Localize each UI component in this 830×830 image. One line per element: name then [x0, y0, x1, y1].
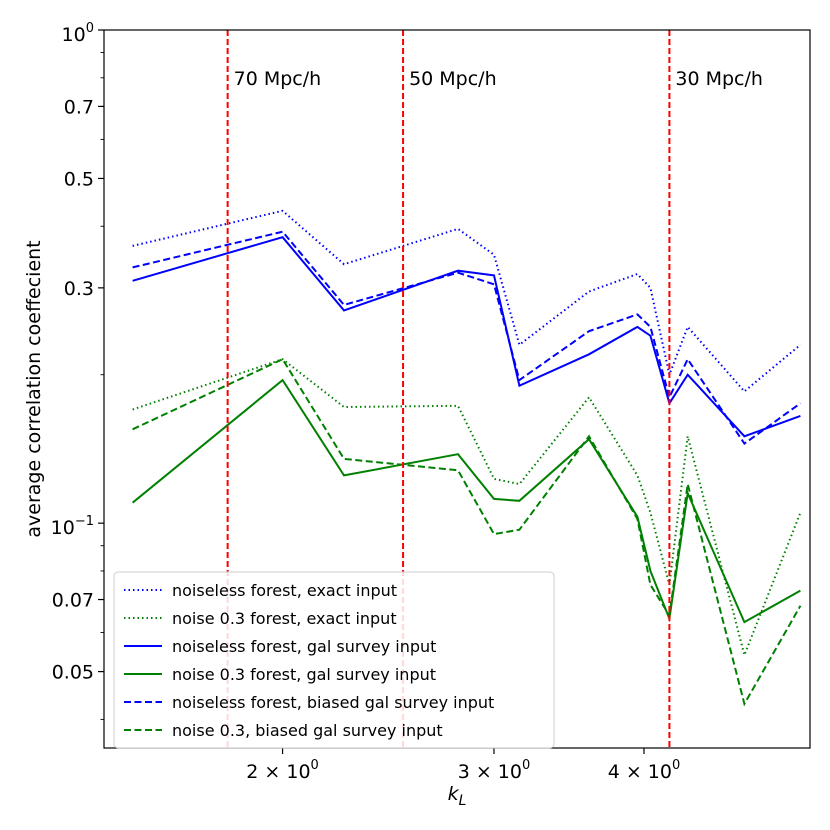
series-line-4: [131, 378, 801, 624]
vertical-line-label-2: 50 Mpc/h: [409, 68, 497, 90]
y-tick-label-4: 0.3: [64, 278, 94, 300]
legend-entry-4: noise 0.3 forest, gal survey input: [172, 665, 436, 684]
legend-entry-6: noise 0.3, biased gal survey input: [172, 721, 443, 740]
legend: noiseless forest, exact input noise 0.3 f…: [113, 571, 555, 749]
y-axis-title: average correlation coeffecient: [23, 240, 45, 537]
x-tick-label-3: 4 × 100: [608, 758, 681, 783]
legend-box: [113, 571, 555, 749]
vertical-line-label-3: 30 Mpc/h: [675, 68, 763, 90]
series-line-3: [132, 236, 801, 438]
y-tick-label-2: 0.7: [64, 96, 94, 118]
y-tick-label-3: 0.5: [64, 168, 94, 190]
x-tick-label-1: 2 × 100: [246, 758, 319, 783]
legend-entry-1: noiseless forest, exact input: [172, 581, 397, 600]
series-line-6: [132, 357, 802, 707]
x-axis-title: kL: [448, 783, 467, 809]
vertical-line-label-1: 70 Mpc/h: [234, 68, 322, 90]
y-tick-label-6: 0.07: [52, 590, 94, 612]
y-tick-label-7: 0.05: [52, 662, 94, 684]
legend-entry-3: noiseless forest, gal survey input: [172, 637, 436, 656]
series-line-1: [132, 209, 802, 393]
legend-entry-5: noiseless forest, biased gal survey inpu…: [172, 693, 494, 712]
series-line-5: [132, 230, 801, 446]
legend-entry-2: noise 0.3 forest, exact input: [172, 609, 397, 628]
x-tick-label-2: 3 × 100: [458, 758, 531, 783]
series-layer: [131, 209, 802, 707]
